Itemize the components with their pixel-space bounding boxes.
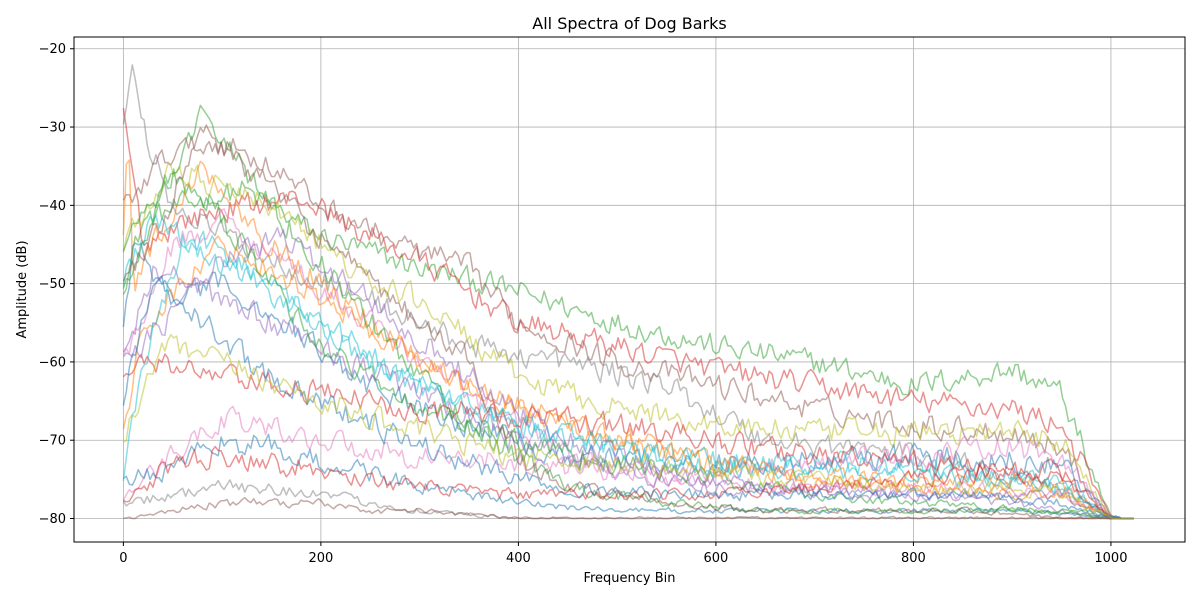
- y-tick-label: −40: [39, 199, 66, 214]
- spectrum-line: [122, 159, 1134, 520]
- spectrum-line: [122, 163, 1134, 520]
- y-tick-label: −60: [39, 355, 66, 370]
- spectrum-line: [122, 433, 1134, 520]
- x-tick-label: 800: [901, 551, 926, 566]
- spectrum-line: [122, 234, 1134, 520]
- spectrum-line: [123, 496, 1134, 520]
- spectrum-line: [122, 226, 1134, 520]
- x-tick-label: 400: [506, 551, 531, 566]
- axis-ticks: 0 200 400 600 800 1000 −20 −30 −40 −50 −60 −70 −80: [39, 42, 1128, 566]
- plot-frame: [73, 36, 1186, 543]
- x-tick-label: 600: [703, 551, 728, 566]
- chart-title: All Spectra of Dog Barks: [532, 14, 726, 33]
- x-tick-label: 0: [119, 551, 127, 566]
- spectrum-line: [122, 168, 1134, 520]
- series-lines: [122, 64, 1134, 520]
- y-tick-label: −20: [39, 42, 66, 57]
- spectrum-line: [123, 333, 1134, 520]
- y-tick-label: −70: [39, 434, 66, 449]
- spectrum-line: [122, 64, 1134, 520]
- spectrum-line: [122, 107, 1134, 520]
- spectrum-line: [122, 353, 1134, 520]
- y-tick-label: −50: [39, 277, 66, 292]
- spectrum-line: [122, 235, 1134, 520]
- y-axis-label: Amplitude (dB): [15, 240, 30, 338]
- spectrum-line: [122, 124, 1134, 520]
- x-axis-label: Frequency Bin: [583, 571, 675, 586]
- x-tick-label: 1000: [1094, 551, 1127, 566]
- spectrum-line: [122, 208, 1134, 520]
- x-tick-label: 200: [308, 551, 333, 566]
- y-tick-label: −80: [39, 512, 66, 527]
- spectrum-line: [123, 445, 1134, 520]
- y-tick-label: −30: [39, 121, 66, 136]
